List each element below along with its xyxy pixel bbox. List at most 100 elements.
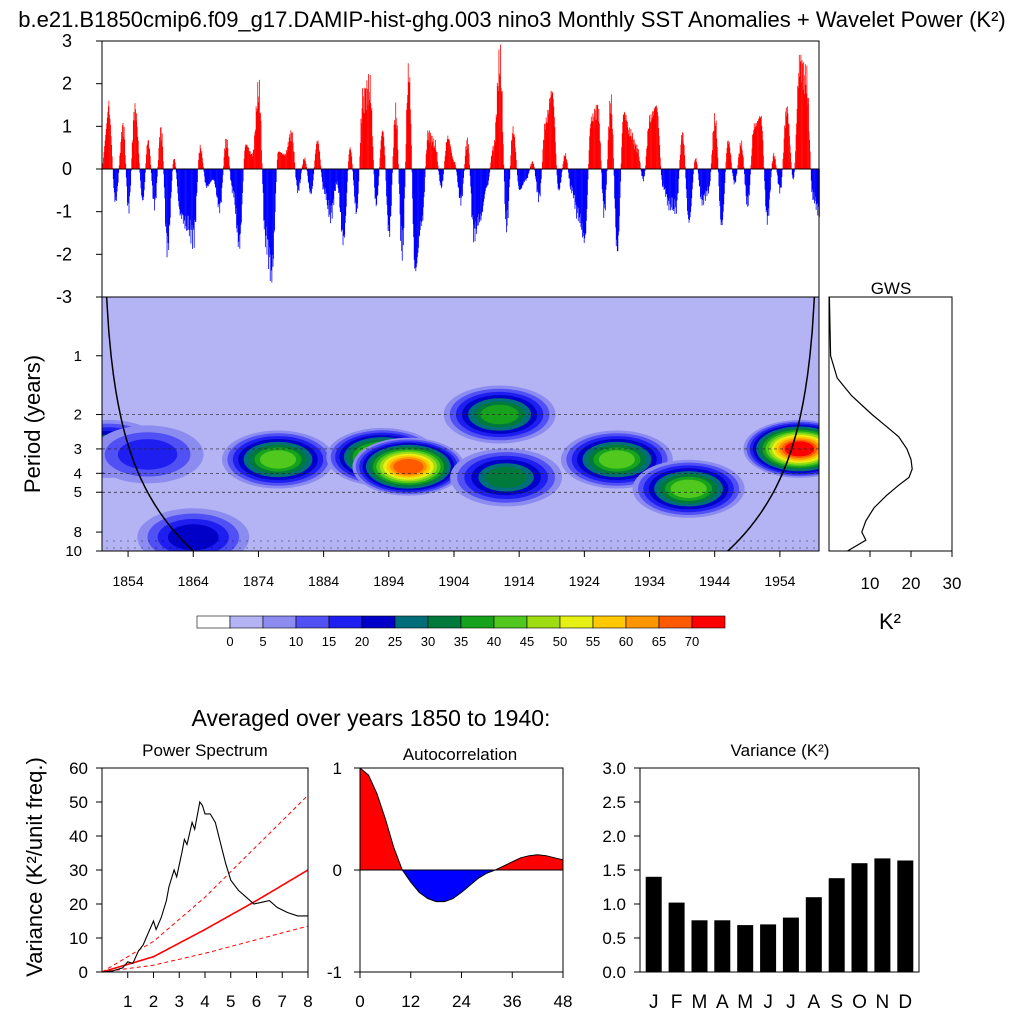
anomaly-bar bbox=[241, 169, 242, 223]
anomaly-bar bbox=[508, 169, 510, 188]
anomaly-bar bbox=[485, 169, 487, 189]
anomaly-bar bbox=[245, 144, 247, 169]
anomaly-bar bbox=[702, 169, 704, 195]
anomaly-bar bbox=[700, 169, 702, 200]
colorbar-swatch bbox=[295, 615, 330, 629]
anomaly-bar bbox=[402, 169, 404, 231]
anomaly-bar bbox=[594, 120, 596, 169]
anomaly-bar bbox=[723, 169, 725, 205]
anomaly-bar bbox=[671, 169, 673, 210]
anomaly-bar bbox=[470, 169, 472, 194]
anomaly-bar bbox=[816, 169, 818, 204]
anomaly-bar bbox=[697, 169, 699, 174]
variance-bar bbox=[874, 858, 891, 972]
colorbar-label: 30 bbox=[421, 634, 435, 649]
anomaly-bar bbox=[118, 165, 120, 169]
anomaly-bar bbox=[289, 134, 291, 169]
wavelet-x-tick-label: 1854 bbox=[112, 573, 143, 589]
anomaly-bar bbox=[794, 162, 796, 169]
variance-x-tick-label: O bbox=[852, 992, 867, 1013]
anomaly-bar bbox=[655, 106, 657, 169]
anomaly-bar bbox=[338, 169, 340, 193]
anomaly-bar bbox=[719, 169, 720, 201]
anomaly-bar bbox=[307, 169, 309, 176]
anomaly-bar bbox=[505, 169, 506, 220]
anomaly-bar bbox=[519, 169, 520, 190]
anomaly-bar bbox=[668, 169, 669, 201]
anomaly-bar bbox=[373, 160, 374, 169]
anomaly-bar bbox=[313, 169, 315, 174]
anomaly-bar bbox=[710, 163, 712, 169]
anomaly-bar bbox=[218, 169, 220, 204]
anomaly-bar bbox=[184, 169, 186, 229]
anomaly-bar bbox=[684, 155, 686, 169]
anomaly-bar bbox=[701, 169, 703, 206]
wavelet-y-tick-label: 8 bbox=[74, 524, 82, 541]
anomaly-bar bbox=[412, 169, 413, 199]
anomaly-bar bbox=[677, 169, 679, 194]
anomaly-bar bbox=[210, 169, 212, 182]
anomaly-bar bbox=[323, 169, 325, 190]
anomaly-bar bbox=[536, 169, 538, 193]
anomaly-bar bbox=[333, 169, 335, 206]
anomaly-bar bbox=[459, 169, 461, 198]
anomaly-bar bbox=[733, 169, 735, 185]
anomaly-bar bbox=[647, 130, 649, 169]
anomaly-bar bbox=[693, 167, 695, 169]
anomaly-bar bbox=[353, 169, 355, 186]
anomaly-bar bbox=[654, 109, 656, 169]
anomaly-bar bbox=[753, 130, 755, 169]
anomaly-bar bbox=[769, 169, 771, 193]
anomaly-bar bbox=[662, 169, 664, 188]
anomaly-bar bbox=[794, 169, 795, 172]
anomaly-bar bbox=[260, 112, 261, 169]
anomaly-bar bbox=[488, 169, 489, 181]
anomaly-bar bbox=[130, 169, 132, 171]
anomaly-bar bbox=[543, 140, 545, 169]
coi-right-line bbox=[727, 297, 816, 551]
ac-x-tick-label: 36 bbox=[503, 992, 522, 1011]
anomaly-bar bbox=[346, 169, 348, 193]
anomaly-bar bbox=[678, 169, 680, 179]
anomaly-bar bbox=[804, 64, 806, 169]
colorbar-swatch bbox=[592, 615, 627, 629]
anomaly-bar bbox=[544, 123, 546, 169]
colorbar-label: 5 bbox=[259, 634, 266, 649]
anomaly-bar bbox=[430, 135, 432, 169]
anomaly-bar bbox=[759, 117, 761, 169]
anomaly-bar bbox=[424, 169, 425, 192]
anomaly-bar bbox=[493, 151, 494, 169]
anomaly-bar bbox=[166, 169, 167, 233]
anomaly-bar bbox=[180, 169, 182, 213]
anomaly-bar bbox=[476, 169, 478, 218]
anomaly-bar bbox=[717, 157, 719, 169]
anomaly-bar bbox=[314, 153, 316, 169]
anomaly-bar bbox=[388, 169, 390, 225]
anomaly-bar bbox=[183, 169, 185, 216]
anomaly-bar bbox=[658, 135, 660, 169]
anomaly-bar bbox=[608, 126, 610, 169]
anomaly-bar bbox=[559, 169, 561, 183]
anomaly-bar bbox=[557, 169, 559, 190]
anomaly-bar bbox=[509, 165, 511, 169]
anomaly-bar bbox=[646, 148, 648, 169]
anomaly-bar bbox=[808, 97, 809, 169]
anomaly-bar bbox=[588, 150, 590, 169]
anomaly-bar bbox=[475, 169, 476, 222]
anomaly-bar bbox=[115, 169, 117, 197]
anomaly-bar bbox=[722, 169, 724, 220]
confidence-lower-line bbox=[101, 925, 309, 973]
anomaly-bar bbox=[199, 153, 201, 169]
variance-bar bbox=[828, 878, 845, 972]
anomaly-bar bbox=[408, 82, 410, 169]
anomaly-bar bbox=[455, 167, 457, 169]
anomaly-bar bbox=[150, 164, 152, 169]
anomaly-bar bbox=[409, 77, 411, 169]
ps-x-tick-label: 8 bbox=[303, 992, 312, 1011]
anomaly-bar bbox=[766, 169, 768, 225]
wavelet-y-tick-label: 4 bbox=[74, 465, 82, 482]
gws-tick-label: 10 bbox=[861, 574, 880, 593]
anomaly-bar bbox=[731, 162, 732, 169]
anomaly-bar bbox=[787, 113, 789, 169]
anomaly-bar bbox=[270, 169, 272, 271]
